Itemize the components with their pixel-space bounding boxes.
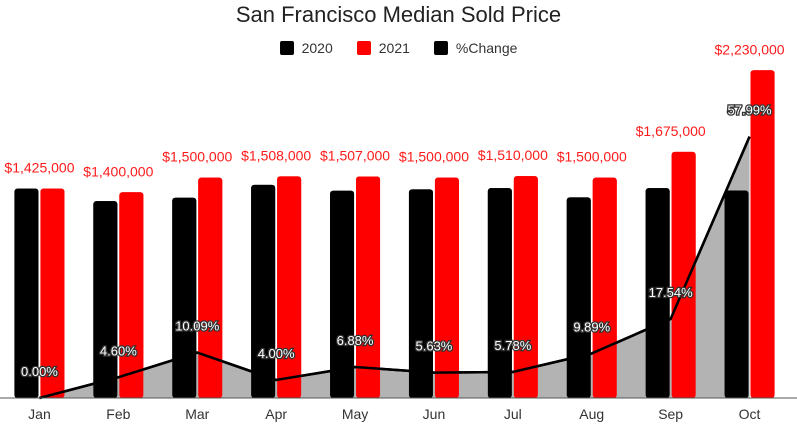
bar-2020-front [566,197,591,398]
x-tick-label: Jul [504,406,522,422]
bar-2020-front [724,190,749,398]
x-tick-label: May [342,406,368,422]
bar-2021-front [40,188,65,398]
pct-change-label: 4.60% [100,343,137,358]
pct-change-label: 0.00% [21,364,58,379]
x-tick-label: Mar [185,406,209,422]
pct-change-label: 17.54% [649,285,694,300]
bar-2020-front [408,189,433,398]
bar-label-2021: $2,230,000 [715,41,785,57]
bar-label-2021: $1,507,000 [320,148,390,164]
bar-label-2021: $1,510,000 [478,147,548,163]
chart-title: San Francisco Median Sold Price [235,2,562,27]
bar-2021-front [434,177,459,398]
pct-change-label: 4.00% [258,346,295,361]
x-tick-label: Sep [658,406,683,422]
legend-label-2020: 2020 [301,40,333,56]
bar-2021-front [356,176,381,398]
bar-label-2021: $1,508,000 [241,147,311,163]
legend-swatch-2021 [356,41,371,55]
bar-label-2021: $1,425,000 [4,160,74,176]
bar-label-2021: $1,400,000 [83,163,153,179]
bar-2020-front [487,188,512,398]
bar-2020-front [251,184,276,398]
bar-2020-front [93,201,118,398]
bar-2020-front [645,188,670,398]
legend-label-pct-change: %Change [455,40,518,56]
bar-2021-front [750,70,775,398]
x-tick-label: Jan [28,406,51,422]
pct-change-line-front [39,136,751,400]
bar-2021-front [592,177,617,398]
bar-2021-front [198,177,223,398]
legend-item-pct-change: %Change [433,40,518,56]
pct-change-label: 10.09% [175,319,220,334]
x-tick-label: Jun [423,406,446,422]
x-tick-label: Oct [739,406,761,422]
pct-change-label: 9.89% [573,319,610,334]
legend-swatch-2020 [279,41,294,55]
bar-2020-front [330,190,355,398]
bar-label-2021: $1,500,000 [399,149,469,165]
bar-2021-front [513,176,538,398]
x-tick-label: Aug [579,406,604,422]
bar-2021-front [277,176,302,398]
pct-change-label: 5.63% [416,339,453,354]
bar-2020-front [14,188,39,398]
legend: 2020 2021 %Change [0,40,797,56]
bar-label-2021: $1,675,000 [636,123,706,139]
legend-label-2021: 2021 [378,40,410,56]
bar-2021-front [671,151,696,398]
pct-change-label: 57.99% [728,103,773,118]
bar-label-2021: $1,500,000 [162,149,232,165]
legend-item-2020: 2020 [279,40,333,56]
pct-change-label: 5.78% [494,338,531,353]
bar-2021-front [119,192,144,398]
pct-change-label: 6.88% [337,333,374,348]
bar-2020-front [172,197,197,398]
bar-label-2021: $1,500,000 [557,149,627,165]
x-tick-label: Feb [106,406,130,422]
legend-item-2021: 2021 [356,40,410,56]
legend-swatch-pct-change [433,41,448,55]
x-tick-label: Apr [265,406,287,422]
